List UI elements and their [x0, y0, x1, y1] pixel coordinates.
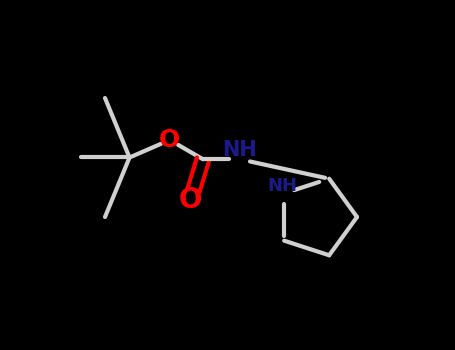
Text: O: O: [159, 128, 180, 152]
Text: NH: NH: [268, 177, 298, 195]
Text: NH: NH: [222, 140, 257, 161]
Text: O: O: [179, 186, 202, 214]
